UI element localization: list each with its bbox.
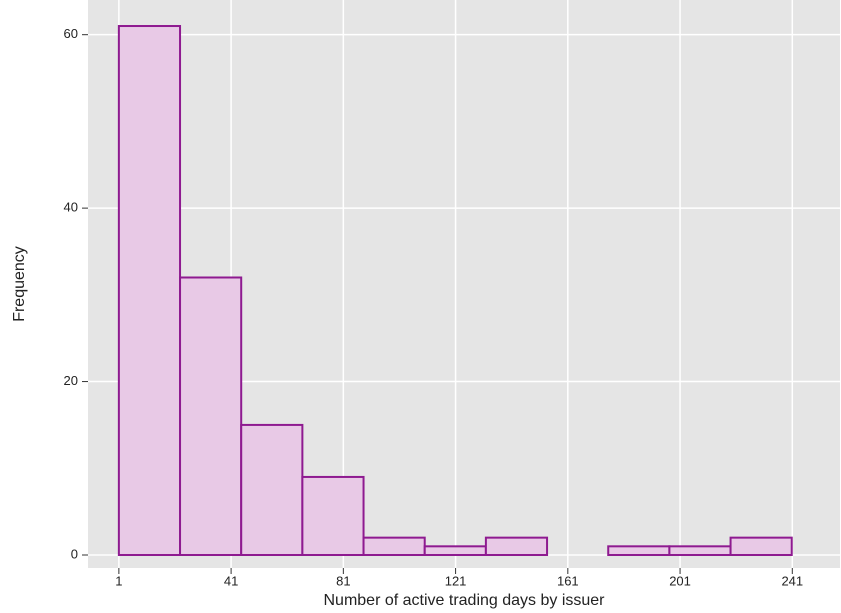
bar [729, 536, 793, 556]
bar [301, 475, 365, 556]
y-tick-label: 0 [71, 546, 78, 561]
bar [362, 536, 426, 556]
x-tick-label: 161 [557, 573, 579, 588]
x-tick-label: 81 [336, 573, 350, 588]
bar [179, 276, 243, 556]
bar [607, 545, 671, 556]
x-tick-label: 41 [224, 573, 238, 588]
bar [240, 423, 304, 556]
x-tick-label: 1 [115, 573, 122, 588]
y-tick-label: 40 [64, 200, 78, 215]
x-tick-label: 241 [781, 573, 803, 588]
x-tick-label: 201 [669, 573, 691, 588]
y-axis-title: Frequency [11, 246, 28, 322]
bar [668, 545, 732, 556]
bar [423, 545, 487, 556]
bar [484, 536, 549, 556]
y-tick-label: 60 [64, 26, 78, 41]
y-tick-label: 20 [64, 373, 78, 388]
x-tick-label: 121 [445, 573, 467, 588]
x-axis-title: Number of active trading days by issuer [323, 592, 605, 609]
bar [117, 25, 182, 556]
